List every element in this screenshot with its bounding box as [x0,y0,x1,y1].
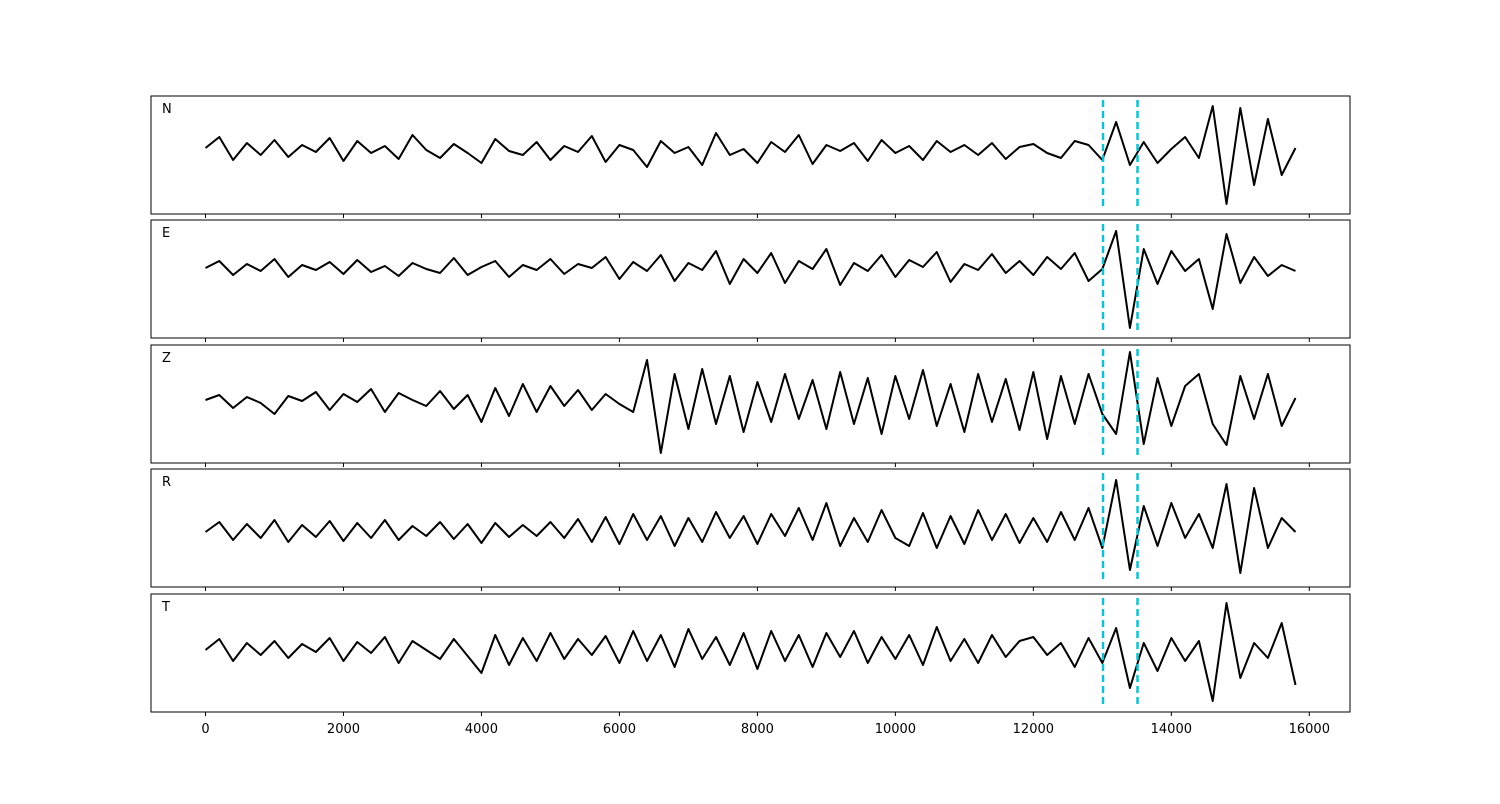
panel-label: E [162,226,170,241]
trace [204,479,1297,574]
panel-frame [150,344,1351,464]
x-tick-label: 8000 [741,722,774,737]
panel-label: Z [162,351,171,366]
x-tick-label: 0 [201,722,209,737]
trace [204,105,1297,205]
x-tick-label: 16000 [1289,722,1330,737]
panel-frame [150,593,1351,713]
panel-label: N [162,102,172,117]
panel-frame [150,468,1351,588]
x-tick-label: 2000 [327,722,360,737]
x-tick-label: 4000 [465,722,498,737]
x-tick-label: 14000 [1151,722,1192,737]
panel-label: R [162,475,171,490]
x-tick-label: 10000 [875,722,916,737]
trace [205,351,1297,454]
panel-frame [150,219,1351,339]
x-tick-label: 12000 [1013,722,1054,737]
panel-frame [150,95,1351,215]
trace [205,230,1296,329]
panel-label: T [161,600,170,615]
x-tick-label: 6000 [603,722,636,737]
trace [204,602,1297,702]
